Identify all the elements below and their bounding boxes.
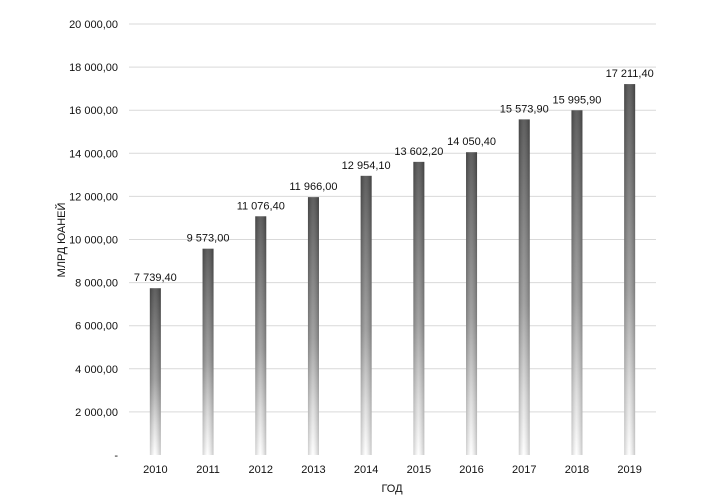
y-axis-title: МЛРД ЮАНЕЙ [55, 203, 68, 278]
bar-shading [571, 110, 583, 455]
x-tick-label: 2018 [565, 464, 589, 476]
data-label: 15 573,90 [500, 103, 549, 115]
y-tick-label: 14 000,00 [69, 148, 118, 160]
data-labels: 7 739,40 9 573,00 11 076,40 11 966,00 12 954… [134, 68, 654, 284]
x-tick-label: 2019 [617, 464, 641, 476]
y-tick-label: 8 000,00 [75, 278, 118, 290]
bars [149, 84, 636, 456]
bar-shading [255, 216, 267, 455]
bar-shading [413, 161, 425, 455]
y-tick-label: 10 000,00 [69, 235, 118, 247]
y-tick-label: 20 000,00 [69, 19, 118, 31]
x-axis-title: ГОД [381, 483, 403, 495]
x-tick-label: 2017 [512, 464, 536, 476]
data-label: 14 050,40 [447, 136, 496, 148]
bar-shading [466, 152, 478, 456]
y-tick-label: - [114, 450, 118, 462]
x-tick-label: 2012 [249, 464, 273, 476]
data-label: 17 211,40 [606, 68, 654, 80]
bar-shading [518, 119, 530, 456]
y-tick-label: 6 000,00 [75, 321, 118, 333]
bar-shading [202, 248, 214, 455]
data-label: 9 573,00 [187, 233, 230, 245]
bar-shading [149, 288, 161, 455]
data-label: 11 966,00 [289, 181, 337, 193]
bar-shading [624, 84, 636, 455]
data-label: 15 995,90 [552, 94, 601, 106]
data-label: 13 602,20 [394, 146, 443, 158]
y-tick-label: 16 000,00 [69, 105, 118, 117]
x-tick-label: 2016 [459, 464, 483, 476]
y-axis-tick-labels: - 2 000,00 4 000,00 6 000,00 8 000,00 10 000,… [69, 19, 118, 462]
y-tick-label: 2 000,00 [75, 407, 118, 419]
bar-shading [360, 175, 372, 455]
data-label: 7 739,40 [134, 272, 177, 284]
x-tick-label: 2014 [354, 464, 378, 476]
x-axis-tick-labels: 2010 2011 2012 2013 2014 2015 2016 2017 2018 2019 [143, 464, 642, 476]
data-label: 12 954,10 [342, 160, 391, 172]
bar-shading [307, 197, 319, 456]
y-tick-label: 18 000,00 [69, 62, 118, 74]
x-tick-label: 2013 [301, 464, 325, 476]
x-tick-label: 2010 [143, 464, 167, 476]
x-tick-label: 2011 [196, 464, 220, 476]
gridlines [129, 23, 656, 413]
y-tick-label: 4 000,00 [75, 364, 118, 376]
x-tick-label: 2015 [407, 464, 431, 476]
data-label: 11 076,40 [237, 200, 285, 212]
y-tick-label: 12 000,00 [69, 191, 118, 203]
